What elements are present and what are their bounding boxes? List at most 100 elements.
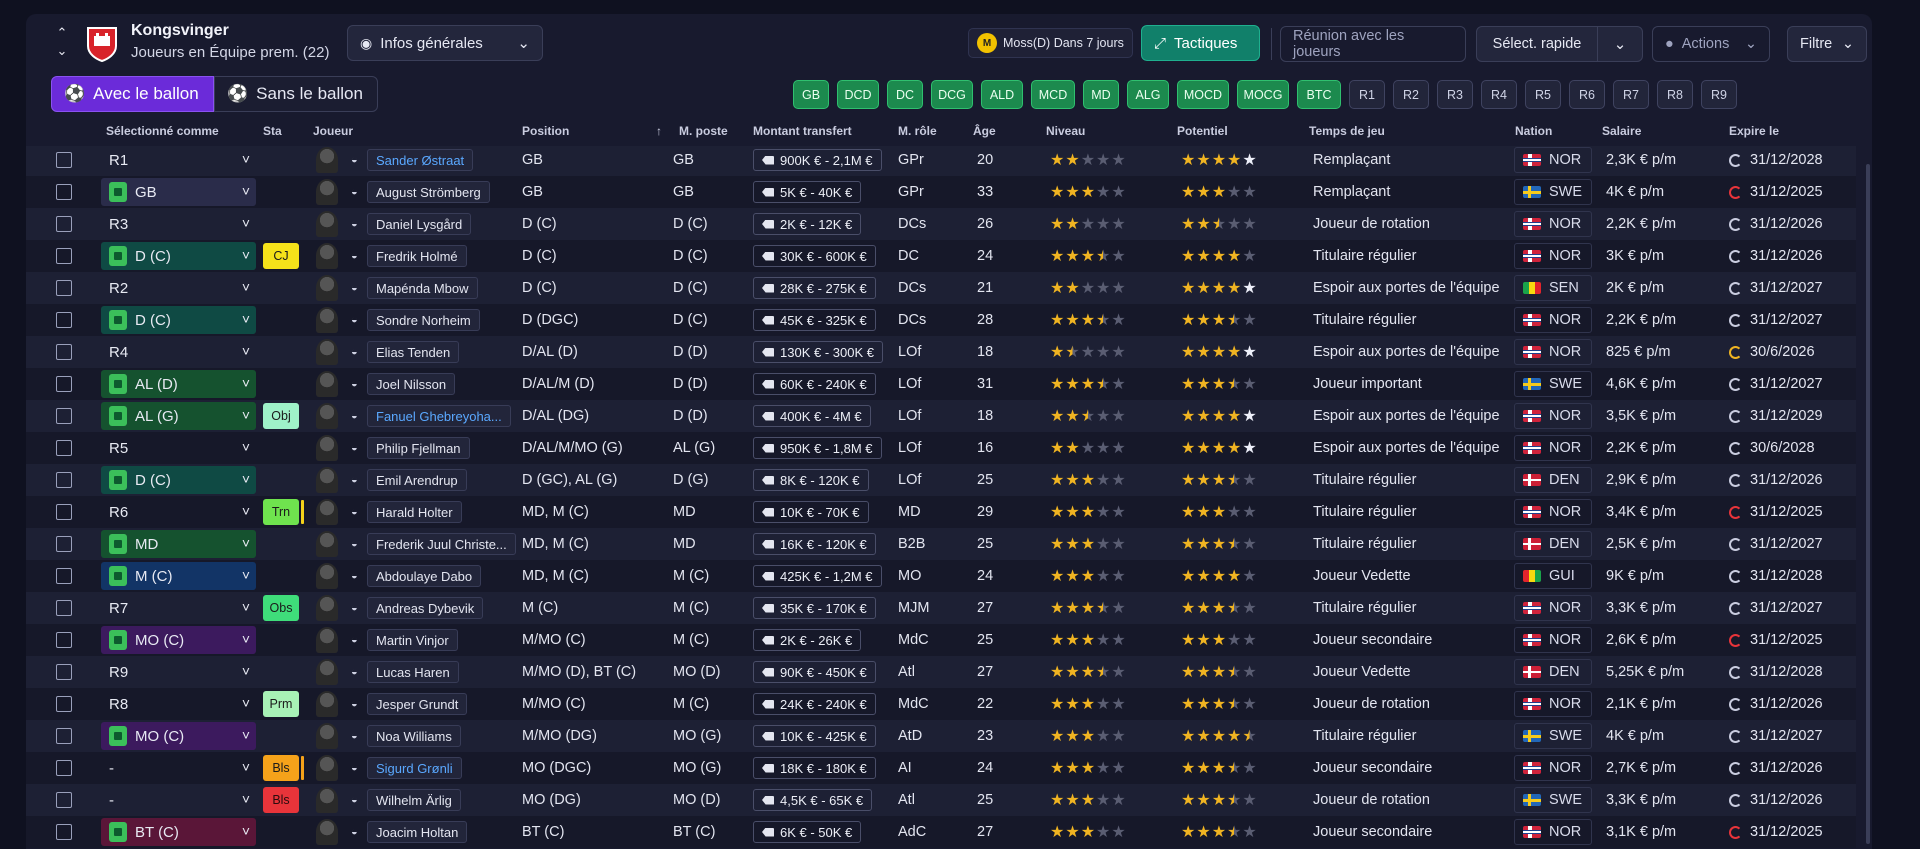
position-filter-r3[interactable]: R3 xyxy=(1437,80,1473,109)
player-info-icon[interactable]: ◒ xyxy=(351,730,358,742)
player-name[interactable]: Sondre Norheim xyxy=(367,309,480,331)
player-info-icon[interactable]: ◒ xyxy=(351,410,358,422)
selected-as-dropdown[interactable]: - ˅ xyxy=(101,754,256,782)
player-info-icon[interactable]: ◒ xyxy=(351,602,358,614)
table-row[interactable]: BT (C) ˅ ◒ Joacim Holtan BT (C) BT (C) AdC 27 Jo… xyxy=(26,816,1856,848)
selected-as-dropdown[interactable]: R6 ˅ xyxy=(101,498,256,526)
col-salary[interactable]: Salaire xyxy=(1602,124,1642,138)
player-name[interactable]: Jesper Grundt xyxy=(367,693,468,715)
row-checkbox[interactable] xyxy=(56,536,72,552)
row-checkbox[interactable] xyxy=(56,152,72,168)
next-match[interactable]: M Moss(D) Dans 7 jours xyxy=(968,28,1133,58)
player-info-icon[interactable]: ◒ xyxy=(351,698,358,710)
position-filter-r9[interactable]: R9 xyxy=(1701,80,1737,109)
player-info-icon[interactable]: ◒ xyxy=(351,506,358,518)
player-name[interactable]: Frederik Juul Christe... xyxy=(367,533,516,555)
col-potential[interactable]: Potentiel xyxy=(1177,124,1228,138)
position-filter-md[interactable]: MD xyxy=(1083,80,1119,109)
position-filter-btc[interactable]: BTC xyxy=(1297,80,1341,109)
position-filter-r4[interactable]: R4 xyxy=(1481,80,1517,109)
col-position[interactable]: Position xyxy=(522,124,570,138)
row-checkbox[interactable] xyxy=(56,824,72,840)
table-row[interactable]: R9 ˅ ◒ Lucas Haren M/MO (D), BT (C) MO (D) Atl… xyxy=(26,656,1856,688)
position-filter-gb[interactable]: GB xyxy=(793,80,829,109)
col-best-role[interactable]: M. rôle xyxy=(898,124,937,138)
table-row[interactable]: MD ˅ ◒ Frederik Juul Christe... MD, M (C) MD B… xyxy=(26,528,1856,560)
player-name[interactable]: Fanuel Ghebreyoha... xyxy=(367,405,511,427)
table-row[interactable]: R1 ˅ ◒ Sander Østraat GB GB GPr 20 Remplaçant 2,3… xyxy=(26,146,1856,176)
row-checkbox[interactable] xyxy=(56,184,72,200)
vertical-scrollbar[interactable] xyxy=(1866,164,1870,844)
table-row[interactable]: - ˅ Bls ◒ Sigurd Grønli MO (DGC) MO (G) AI 24 Jou… xyxy=(26,752,1856,784)
player-name[interactable]: Harald Holter xyxy=(367,501,462,523)
row-checkbox[interactable] xyxy=(56,664,72,680)
table-row[interactable]: GB ˅ ◒ August Strömberg GB GB GPr 33 Remplaçant 4… xyxy=(26,176,1856,208)
row-checkbox[interactable] xyxy=(56,760,72,776)
table-row[interactable]: D (C) ˅ CJ ◒ Fredrik Holmé D (C) D (C) DC 24 Titu… xyxy=(26,240,1856,272)
player-name[interactable]: Mapénda Mbow xyxy=(367,277,478,299)
col-level[interactable]: Niveau xyxy=(1046,124,1086,138)
player-info-icon[interactable]: ◒ xyxy=(351,314,358,326)
player-name[interactable]: Joel Nilsson xyxy=(367,373,456,395)
player-name[interactable]: Daniel Lysgård xyxy=(367,213,472,235)
table-row[interactable]: MO (C) ˅ ◒ Noa Williams M/MO (DG) MO (G) AtD 23… xyxy=(26,720,1856,752)
position-filter-r2[interactable]: R2 xyxy=(1393,80,1429,109)
col-transfer-value[interactable]: Montant transfert xyxy=(753,124,852,138)
selected-as-dropdown[interactable]: MO (C) ˅ xyxy=(101,722,256,750)
player-name[interactable]: Abdoulaye Dabo xyxy=(367,565,482,587)
player-name[interactable]: Fredrik Holmé xyxy=(367,245,467,267)
row-checkbox[interactable] xyxy=(56,568,72,584)
player-info-icon[interactable]: ◒ xyxy=(351,282,358,294)
selected-as-dropdown[interactable]: BT (C) ˅ xyxy=(101,818,256,846)
row-checkbox[interactable] xyxy=(56,472,72,488)
player-info-icon[interactable]: ◒ xyxy=(351,154,358,166)
table-row[interactable]: R4 ˅ ◒ Elias Tenden D/AL (D) D (D) LOf 18 Espoir… xyxy=(26,336,1856,368)
player-info-icon[interactable]: ◒ xyxy=(351,378,358,390)
col-best-position[interactable]: M. poste xyxy=(679,124,728,138)
player-info-icon[interactable]: ◒ xyxy=(351,826,358,838)
position-filter-r5[interactable]: R5 xyxy=(1525,80,1561,109)
selected-as-dropdown[interactable]: D (C) ˅ xyxy=(101,242,256,270)
table-row[interactable]: AL (D) ˅ ◒ Joel Nilsson D/AL/M (D) D (D) LOf 31… xyxy=(26,368,1856,400)
table-row[interactable]: AL (G) ˅ Obj ◒ Fanuel Ghebreyoha... D/AL (DG)… xyxy=(26,400,1856,432)
sort-asc-icon[interactable]: ↑ xyxy=(656,124,662,138)
player-info-icon[interactable]: ◒ xyxy=(351,474,358,486)
player-info-icon[interactable]: ◒ xyxy=(351,634,358,646)
quick-select-button[interactable]: Sélect. rapide xyxy=(1476,26,1598,62)
player-info-icon[interactable]: ◒ xyxy=(351,570,358,582)
position-filter-mcd[interactable]: MCD xyxy=(1031,80,1075,109)
player-info-icon[interactable]: ◒ xyxy=(351,538,358,550)
selected-as-dropdown[interactable]: - ˅ xyxy=(101,786,256,814)
table-row[interactable]: R5 ˅ ◒ Philip Fjellman D/AL/M/MO (G) AL (G) LO… xyxy=(26,432,1856,464)
position-filter-mocg[interactable]: MOCG xyxy=(1237,80,1289,109)
selected-as-dropdown[interactable]: AL (D) ˅ xyxy=(101,370,256,398)
position-filter-r8[interactable]: R8 xyxy=(1657,80,1693,109)
player-info-icon[interactable]: ◒ xyxy=(351,794,358,806)
position-filter-ald[interactable]: ALD xyxy=(981,80,1023,109)
selected-as-dropdown[interactable]: AL (G) ˅ xyxy=(101,402,256,430)
selected-as-dropdown[interactable]: D (C) ˅ xyxy=(101,306,256,334)
row-checkbox[interactable] xyxy=(56,792,72,808)
selected-as-dropdown[interactable]: R3 ˅ xyxy=(101,210,256,238)
position-filter-dcd[interactable]: DCD xyxy=(837,80,879,109)
player-name[interactable]: Andreas Dybevik xyxy=(367,597,484,619)
table-row[interactable]: R7 ˅ Obs ◒ Andreas Dybevik M (C) M (C) MJM 27 Tit… xyxy=(26,592,1856,624)
row-checkbox[interactable] xyxy=(56,696,72,712)
table-row[interactable]: R3 ˅ ◒ Daniel Lysgård D (C) D (C) DCs 26 Joueur … xyxy=(26,208,1856,240)
player-name[interactable]: Wilhelm Ärlig xyxy=(367,789,461,811)
row-checkbox[interactable] xyxy=(56,344,72,360)
actions-button[interactable]: ● Actions ⌄ xyxy=(1652,26,1770,62)
player-meeting-button[interactable]: Réunion avec les joueurs xyxy=(1280,26,1466,62)
selected-as-dropdown[interactable]: GB ˅ xyxy=(101,178,256,206)
player-name[interactable]: Martin Vinjor xyxy=(367,629,458,651)
position-filter-dcg[interactable]: DCG xyxy=(931,80,973,109)
player-name[interactable]: Emil Arendrup xyxy=(367,469,467,491)
player-name[interactable]: Sigurd Grønli xyxy=(367,757,462,779)
row-checkbox[interactable] xyxy=(56,280,72,296)
col-age[interactable]: Âge xyxy=(973,124,996,138)
row-checkbox[interactable] xyxy=(56,216,72,232)
position-filter-alg[interactable]: ALG xyxy=(1127,80,1169,109)
player-name[interactable]: August Strömberg xyxy=(367,181,490,203)
col-player[interactable]: Joueur xyxy=(313,124,354,138)
player-info-icon[interactable]: ◒ xyxy=(351,186,358,198)
